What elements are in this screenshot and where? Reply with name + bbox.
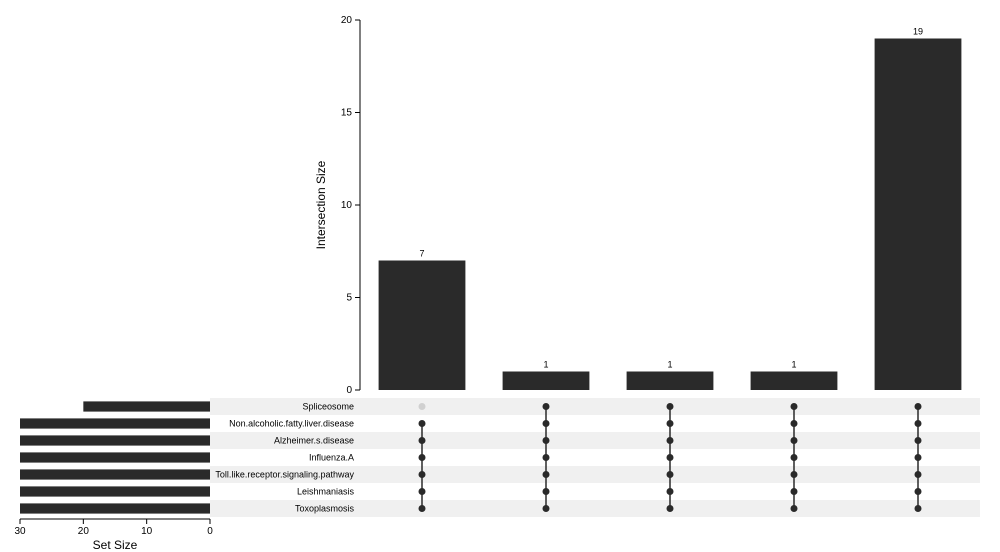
matrix-dot-active (791, 454, 798, 461)
set-size-bar (20, 469, 210, 479)
matrix-dot-active (915, 488, 922, 495)
intersection-y-tick-label: 10 (341, 200, 353, 211)
matrix-dot-active (543, 505, 550, 512)
matrix-dot-active (791, 420, 798, 427)
set-label: Influenza.A (309, 453, 354, 463)
intersection-bar-value: 1 (543, 360, 548, 370)
matrix-dot-inactive (419, 403, 426, 410)
intersection-y-tick-label: 0 (346, 385, 352, 396)
matrix-dot-active (419, 471, 426, 478)
set-size-bar (20, 452, 210, 462)
intersection-y-tick-label: 20 (341, 15, 353, 26)
set-label: Toxoplasmosis (295, 504, 355, 514)
intersection-bar (627, 372, 714, 391)
matrix-dot-active (419, 420, 426, 427)
matrix-dot-active (543, 420, 550, 427)
set-size-bar (20, 503, 210, 513)
matrix-dot-active (791, 437, 798, 444)
set-size-x-label: Set Size (93, 538, 138, 552)
matrix-dot-active (667, 488, 674, 495)
matrix-dot-active (667, 420, 674, 427)
set-size-bar (83, 401, 210, 411)
matrix-dot-active (419, 488, 426, 495)
intersection-bar (379, 261, 466, 391)
matrix-dot-active (667, 505, 674, 512)
matrix-dot-active (915, 403, 922, 410)
intersection-bar-value: 1 (791, 360, 796, 370)
matrix-dot-active (543, 437, 550, 444)
intersection-y-tick-label: 15 (341, 108, 353, 119)
matrix-dot-active (915, 437, 922, 444)
matrix-dot-active (667, 403, 674, 410)
set-label: Alzheimer.s.disease (274, 436, 354, 446)
matrix-dot-active (667, 437, 674, 444)
intersection-bar-value: 19 (913, 27, 923, 37)
intersection-y-label: Intersection Size (314, 160, 328, 249)
set-size-x-tick-label: 0 (207, 526, 213, 537)
set-label: Toll.like.receptor.signaling.pathway (215, 470, 354, 480)
set-size-x-tick-label: 10 (141, 526, 153, 537)
matrix-dot-active (791, 471, 798, 478)
set-size-bar (20, 486, 210, 496)
matrix-dot-active (791, 505, 798, 512)
matrix-dot-active (791, 403, 798, 410)
matrix-dot-active (667, 471, 674, 478)
matrix-dot-active (543, 471, 550, 478)
set-label: Leishmaniasis (297, 487, 355, 497)
set-size-x-tick-label: 30 (14, 526, 26, 537)
matrix-dot-active (543, 403, 550, 410)
intersection-bar-value: 1 (667, 360, 672, 370)
intersection-bar (503, 372, 590, 391)
set-label: Spliceosome (302, 402, 354, 412)
matrix-dot-active (915, 471, 922, 478)
matrix-dot-active (915, 505, 922, 512)
matrix-dot-active (791, 488, 798, 495)
matrix-dot-active (915, 420, 922, 427)
intersection-bar (875, 39, 962, 391)
matrix-dot-active (419, 454, 426, 461)
intersection-bar (751, 372, 838, 391)
set-size-x-tick-label: 20 (78, 526, 90, 537)
matrix-dot-active (543, 454, 550, 461)
matrix-dot-active (667, 454, 674, 461)
matrix-dot-active (543, 488, 550, 495)
matrix-dot-active (419, 505, 426, 512)
set-size-bar (20, 435, 210, 445)
intersection-y-tick-label: 5 (346, 293, 352, 304)
intersection-bar-value: 7 (419, 249, 424, 259)
matrix-dot-active (915, 454, 922, 461)
set-size-bar (20, 418, 210, 428)
set-label: Non.alcoholic.fatty.liver.disease (229, 419, 354, 429)
matrix-dot-active (419, 437, 426, 444)
